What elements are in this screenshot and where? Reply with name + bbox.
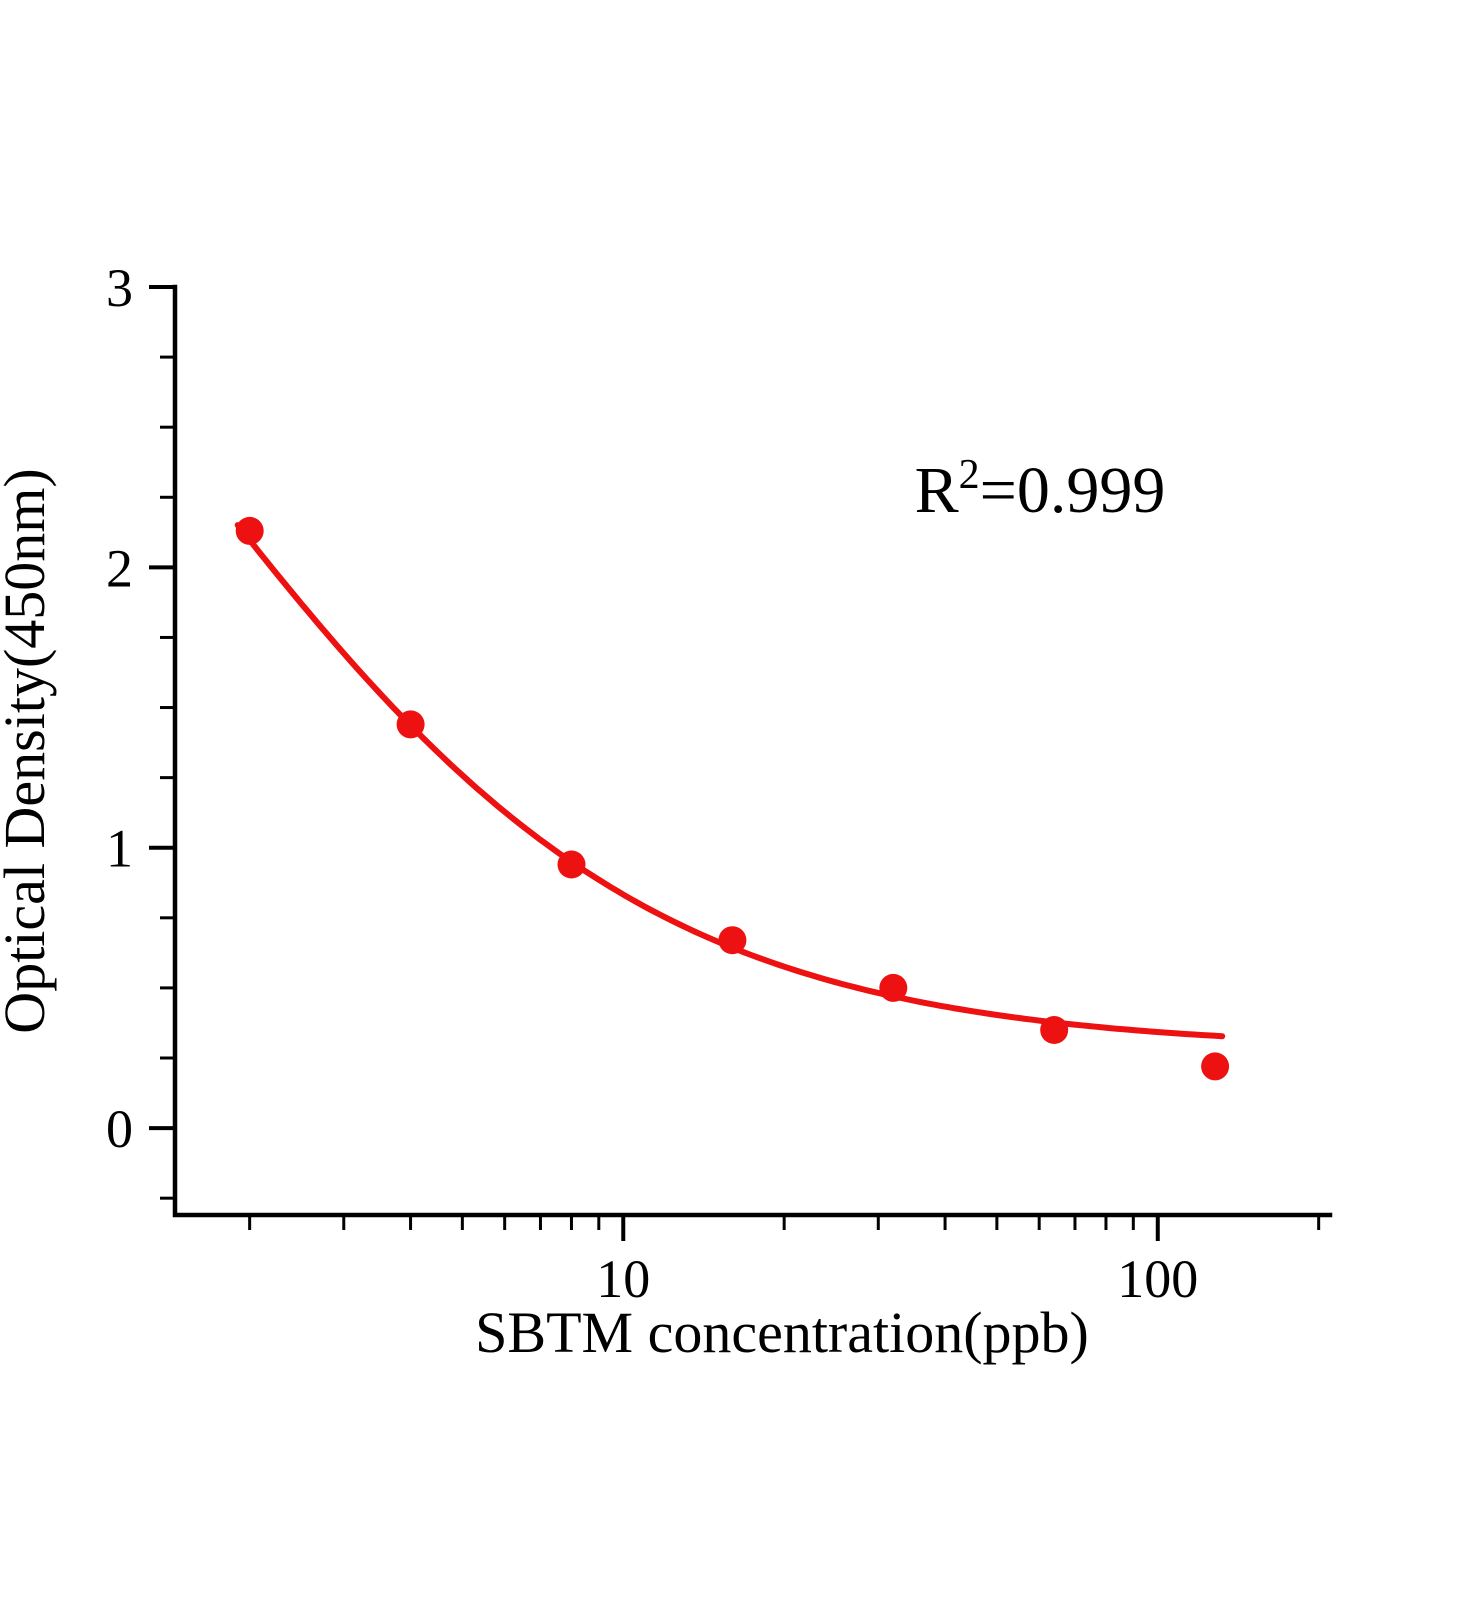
data-layer (234, 516, 1230, 1081)
y-tick-label: 0 (106, 1099, 133, 1159)
r-squared-superscript: 2 (959, 452, 980, 498)
r-squared-annotation: R2=0.999 (915, 452, 1166, 527)
data-point (1201, 1052, 1230, 1081)
r-squared-base: R (915, 454, 959, 527)
axes-layer: 0 1 2 3 10 100 (106, 258, 1333, 1309)
x-tick-label: 10 (596, 1249, 650, 1309)
data-point (557, 850, 586, 879)
y-tick-label: 1 (106, 819, 133, 879)
y-tick-label: 2 (106, 538, 133, 598)
data-point (879, 973, 908, 1002)
data-point (718, 926, 747, 955)
y-tick-label: 3 (106, 258, 133, 318)
axis-frame (172, 284, 1333, 1218)
x-tick-label: 100 (1117, 1249, 1198, 1309)
r-squared-value: =0.999 (980, 454, 1166, 527)
fit-curve (234, 522, 1226, 1040)
data-point (1040, 1016, 1069, 1044)
y-axis-title: Optical Density(450nm) (0, 468, 57, 1033)
x-axis-title: SBTM concentration(ppb) (475, 1300, 1089, 1365)
data-point (235, 516, 264, 545)
data-point (396, 710, 425, 739)
